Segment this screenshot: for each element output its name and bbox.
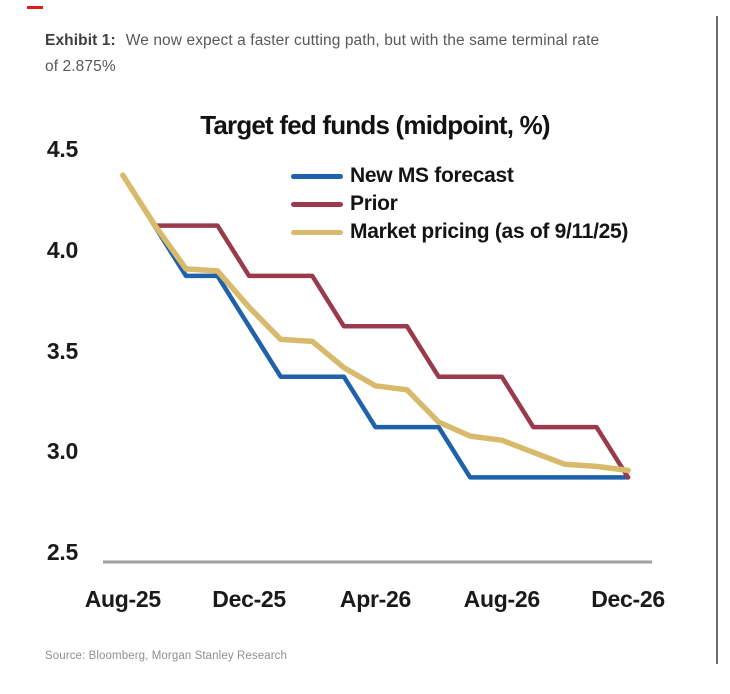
source-note: Source: Bloomberg, Morgan Stanley Resear… [45, 650, 287, 662]
y-axis-tick-label: 3.0 [46, 438, 78, 465]
legend-item: Market pricing (as of 9/11/25) [291, 218, 628, 246]
series-line-new-ms-forecast [120, 172, 631, 480]
legend-label: Prior [350, 192, 398, 215]
exhibit-text-line1: We now expect a faster cutting path, but… [125, 32, 600, 49]
legend-item: Prior [291, 190, 628, 218]
x-axis-tick-label: Aug-26 [463, 586, 540, 612]
series-line-market-pricing-as-of-9-11-25 [120, 172, 631, 474]
legend-label: Market pricing (as of 9/11/25) [350, 220, 629, 243]
legend-swatch [291, 201, 343, 207]
y-axis-tick-label: 3.5 [46, 337, 78, 364]
exhibit-caption: Exhibit 1: We now expect a faster cutting… [45, 28, 697, 80]
x-axis-tick-label: Dec-25 [212, 586, 286, 612]
legend-swatch [291, 173, 343, 179]
legend-item: New MS forecast [291, 162, 628, 190]
legend: New MS forecast Prior Market pricing (as o… [291, 162, 628, 246]
series-line-prior [120, 172, 631, 480]
x-axis-tick-label: Apr-26 [339, 586, 411, 612]
x-axis-tick-label: Dec-26 [591, 586, 665, 612]
y-axis-tick-label: 4.5 [46, 136, 78, 162]
exhibit-label: Exhibit 1: [45, 32, 116, 49]
exhibit-text-line2: of 2.875% [45, 58, 116, 75]
chart-title: Target fed funds (midpoint, %) [200, 110, 550, 140]
red-marker-dash [27, 6, 43, 9]
right-border-rule [716, 16, 718, 664]
x-axis-tick-label: Aug-25 [84, 586, 161, 612]
legend-swatch [291, 229, 343, 235]
legend-label: New MS forecast [350, 164, 514, 187]
y-axis-tick-label: 2.5 [46, 539, 78, 565]
y-axis-tick-label: 4.0 [46, 236, 78, 263]
